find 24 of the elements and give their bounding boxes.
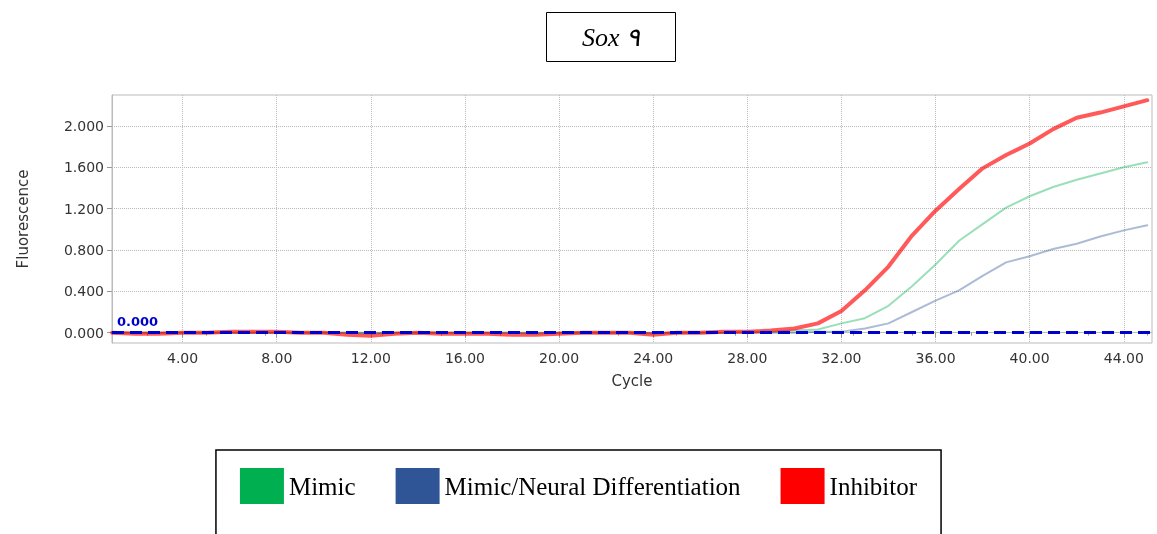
x-tick-label: 40.00 <box>1009 350 1050 366</box>
x-axis-title: Cycle <box>611 371 653 390</box>
legend-label: Inhibitor <box>829 472 918 500</box>
y-tick-label: 1.200 <box>63 200 104 217</box>
y-tick-label: 0.800 <box>63 242 104 258</box>
x-tick-label: 32.00 <box>821 350 862 366</box>
y-axis-title: Fluorescence <box>13 169 32 269</box>
y-tick-label: 2.000 <box>63 118 104 134</box>
y-tick-label: 0.000 <box>63 324 104 341</box>
x-tick-label: 36.00 <box>915 350 956 366</box>
y-tick-label: 0.400 <box>63 283 104 300</box>
x-tick-label: 16.00 <box>444 350 485 366</box>
x-tick-label: 44.00 <box>1103 350 1144 366</box>
legend-label: Mimic <box>288 472 356 500</box>
x-tick-label: 8.00 <box>261 350 293 366</box>
x-tick-label: 20.00 <box>539 350 580 366</box>
legend-label: Mimic/Neural Differentiation <box>444 472 742 500</box>
x-tick-label: 12.00 <box>350 350 391 366</box>
y-tick-label: 1.600 <box>63 159 104 176</box>
ref-line-label: 0.000 <box>117 313 159 329</box>
x-tick-label: 4.00 <box>167 350 199 366</box>
x-tick-label: 28.00 <box>727 350 768 366</box>
chart-title: Sox ۹ <box>581 22 642 52</box>
x-tick-label: 24.00 <box>633 350 674 366</box>
